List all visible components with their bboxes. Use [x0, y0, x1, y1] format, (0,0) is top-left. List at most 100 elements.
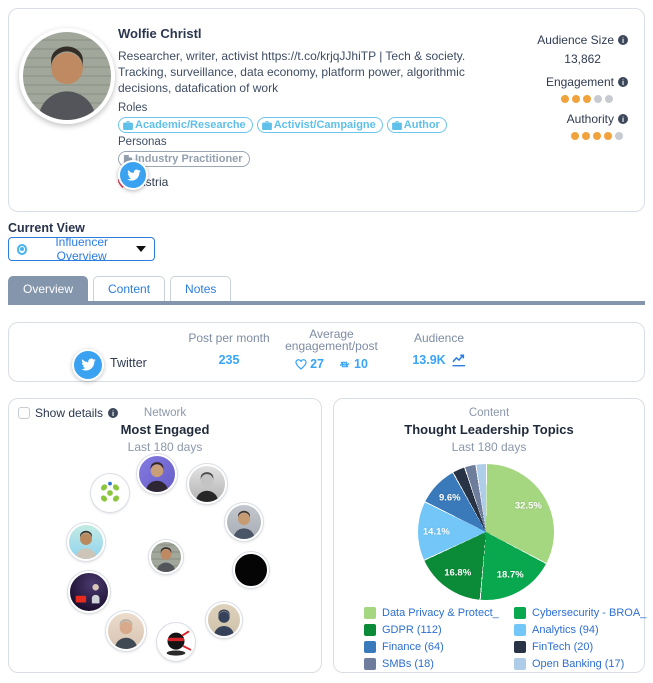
audience-size-value: 13,862: [564, 52, 601, 66]
legend-label: Cybersecurity - BROA_: [532, 607, 647, 619]
content-subtitle: Last 180 days: [451, 440, 527, 454]
silhouette-portrait-avatar[interactable]: [206, 602, 242, 638]
twitter-channel-badge[interactable]: [72, 349, 104, 381]
info-icon[interactable]: i: [618, 77, 628, 87]
content-panel: Content Thought Leadership Topics Last 1…: [333, 398, 646, 673]
legend-item[interactable]: Data Privacy & Protect_: [364, 607, 504, 619]
show-details-label: Show details: [35, 406, 104, 420]
topics-pie-chart[interactable]: [418, 464, 554, 600]
topics-pie-wrap: 32.5% 18.7% 16.8% 14.1% 9.6%: [418, 464, 554, 600]
profile-avatar: [19, 28, 115, 124]
rating-dot-empty: [593, 95, 602, 103]
profile-metrics: Audience Size i 13,862 Engagement i Auth…: [537, 31, 628, 140]
location: Austria: [118, 175, 478, 189]
retweets-stat: 10: [338, 357, 368, 371]
show-details-toggle[interactable]: Show details i: [18, 406, 119, 420]
info-icon[interactable]: i: [618, 35, 628, 45]
network-title: Most Engaged: [120, 422, 210, 437]
legend-item[interactable]: Analytics (94): [514, 624, 646, 636]
profile-name: Wolfie Christl: [118, 26, 202, 41]
legend-item[interactable]: GDPR (112): [364, 624, 504, 636]
roles-list: Academic/Researche Activist/Campaigne Auth…: [118, 117, 478, 133]
legend-item[interactable]: SMBs (18): [364, 658, 504, 670]
legend-swatch: [364, 641, 376, 653]
legend-item[interactable]: FinTech (20): [514, 641, 646, 653]
trend-chart-icon[interactable]: [452, 354, 466, 367]
show-details-checkbox[interactable]: [18, 407, 30, 419]
tab-notes[interactable]: Notes: [170, 276, 232, 301]
content-category: Content: [468, 407, 510, 419]
platform-label: Twitter: [110, 356, 147, 370]
legend-label: FinTech (20): [532, 641, 594, 653]
authority-rating: [567, 132, 628, 140]
avg-engagement-label-line1: Average: [309, 327, 354, 341]
legend-label: Finance (64): [382, 641, 444, 653]
black-circle-avatar[interactable]: [233, 552, 269, 588]
legend-item[interactable]: Open Banking (17): [514, 658, 646, 670]
engagement-rating: [546, 95, 628, 103]
authority-metric: Authority i: [567, 110, 628, 140]
purple-portrait-avatar[interactable]: [137, 454, 177, 494]
legend-swatch: [514, 658, 526, 670]
tab-underline: [8, 301, 645, 305]
ninja-cartoon-avatar[interactable]: [157, 623, 195, 661]
info-icon[interactable]: i: [618, 114, 628, 124]
twitter-icon: [81, 358, 96, 371]
audience-size-label: Audience Size: [537, 33, 614, 47]
legend-item[interactable]: Finance (64): [364, 641, 504, 653]
posts-per-month-stat: Post per month 235: [174, 332, 284, 367]
ted-stage-avatar[interactable]: [68, 571, 110, 613]
posts-per-month-value: 235: [218, 353, 240, 367]
current-view-dropdown[interactable]: Influencer Overview: [8, 235, 155, 263]
role-tag: Academic/Researche: [118, 117, 253, 133]
legend-swatch: [364, 658, 376, 670]
view-target-icon: [17, 243, 28, 255]
profile-bio: Researcher, writer, activist https://t.c…: [118, 49, 466, 95]
sunglasses-portrait-avatar[interactable]: [67, 523, 105, 561]
beard-portrait-avatar[interactable]: [225, 503, 263, 541]
network-panel: Show details i Network Most Engaged Last…: [8, 398, 322, 673]
twitter-profile-button[interactable]: [118, 160, 148, 190]
audience-label: Audience: [413, 331, 465, 345]
rating-dot-empty: [604, 95, 613, 103]
twitter-icon: [126, 169, 141, 181]
legend-label: Open Banking (17): [532, 658, 625, 670]
audience-value: 13.9K: [412, 353, 446, 367]
tab-overview[interactable]: Overview: [8, 276, 89, 301]
current-view-label: Current View: [8, 221, 85, 235]
topics-legend: Data Privacy & Protect_ Cybersecurity - B…: [364, 607, 646, 670]
personas-label: Personas: [118, 136, 167, 148]
legend-label: SMBs (18): [382, 658, 434, 670]
role-tag: Activist/Campaigne: [256, 117, 383, 133]
engagement-label: Engagement: [545, 75, 614, 89]
tab-content[interactable]: Content: [93, 276, 166, 301]
network-category: Network: [143, 407, 187, 419]
rating-dot-filled: [593, 132, 602, 140]
posts-per-month-label: Post per month: [188, 331, 270, 345]
channel-stats-card: Twitter Post per month 235 Average engag…: [8, 322, 645, 382]
chevron-down-icon: [136, 246, 146, 252]
likes-value: 27: [310, 357, 324, 371]
current-view-selected: Influencer Overview: [55, 235, 109, 263]
network-panel-head: Network Most Engaged Last 180 days: [9, 399, 321, 454]
network-subtitle: Last 180 days: [127, 440, 203, 454]
profile-photo: [23, 32, 111, 120]
legend-swatch: [364, 624, 376, 636]
content-panel-head: Content Thought Leadership Topics Last 1…: [334, 399, 644, 454]
woman-portrait-avatar[interactable]: [106, 611, 146, 651]
legend-item[interactable]: Cybersecurity - BROA_: [514, 607, 646, 619]
wolfie-portrait-avatar[interactable]: [149, 540, 183, 574]
audience-stat: Audience 13.9K: [394, 332, 484, 367]
rating-dot-filled: [571, 95, 580, 103]
likes-stat: 27: [295, 357, 324, 371]
green-logo-avatar[interactable]: [91, 474, 129, 512]
content-title: Thought Leadership Topics: [404, 422, 574, 437]
suit-portrait-avatar[interactable]: [187, 464, 227, 504]
role-tag: Author: [386, 117, 447, 133]
info-icon[interactable]: i: [108, 408, 119, 418]
rating-dot-filled: [582, 95, 591, 103]
audience-size-metric: Audience Size i 13,862: [537, 31, 628, 66]
retweet-icon: [339, 361, 350, 367]
rating-dot-filled: [571, 132, 580, 140]
rating-dot-filled: [560, 95, 569, 103]
